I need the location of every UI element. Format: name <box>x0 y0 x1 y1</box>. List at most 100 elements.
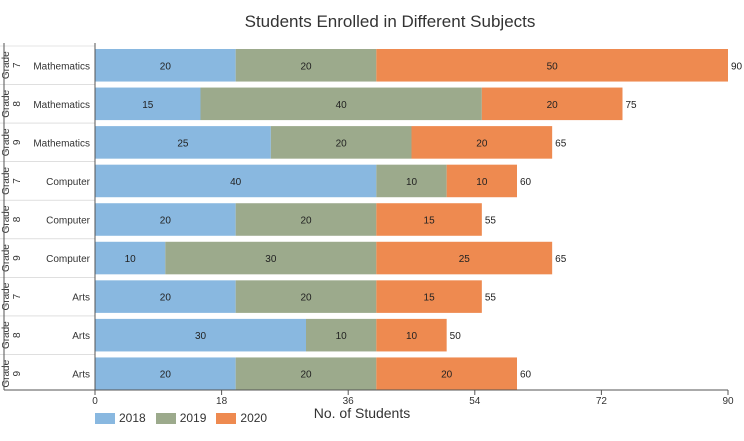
total-value-label: 55 <box>485 216 497 227</box>
segment-value-label: 10 <box>125 254 137 265</box>
total-value-label: 60 <box>520 177 532 188</box>
bar-segment-2020 <box>376 357 517 390</box>
bar-segment-2020 <box>376 241 553 275</box>
bar-segment-2019 <box>165 241 377 275</box>
bar-segment-2020 <box>376 280 482 313</box>
bar-segment-2018 <box>95 357 236 390</box>
y-category-label: Computer <box>46 216 91 227</box>
total-value-label: 90 <box>731 61 743 72</box>
y-category-label: Arts <box>72 370 90 381</box>
x-axis-title: No. of Students <box>313 405 411 421</box>
y-group-label: Grade8 <box>1 321 23 349</box>
y-group-label: Grade8 <box>1 90 23 118</box>
legend-swatch <box>95 412 115 424</box>
total-value-label: 65 <box>555 254 567 265</box>
y-category-label: Mathematics <box>33 61 90 72</box>
y-group-label: Grade9 <box>1 359 23 387</box>
bar-segment-2019 <box>235 280 377 313</box>
total-value-label: 50 <box>450 331 462 342</box>
bar-segment-2018 <box>95 164 377 198</box>
bar-segment-2019 <box>235 357 377 390</box>
x-tick-label: 18 <box>216 396 228 407</box>
bar-segment-2020 <box>376 203 482 236</box>
segment-value-label: 25 <box>177 138 189 149</box>
bar-segment-2019 <box>270 126 412 159</box>
bar-segment-2018 <box>95 318 306 352</box>
segment-value-label: 10 <box>406 177 418 188</box>
legend-item-2019[interactable]: 2019 <box>155 411 207 425</box>
segment-value-label: 20 <box>441 370 453 381</box>
x-tick-label: 0 <box>92 396 98 407</box>
segment-value-label: 20 <box>300 61 312 72</box>
x-tick-label: 72 <box>596 396 608 407</box>
y-category-label: Arts <box>72 293 90 304</box>
segment-value-label: 10 <box>476 177 488 188</box>
total-value-label: 65 <box>555 138 567 149</box>
y-category-label: Computer <box>46 177 91 188</box>
x-tick-label: 36 <box>343 396 355 407</box>
y-group-label: Grade8 <box>1 205 23 233</box>
segment-value-label: 30 <box>265 254 277 265</box>
legend-item-2018[interactable]: 2018 <box>95 411 146 425</box>
bar-segment-2018 <box>95 203 236 236</box>
segment-value-label: 15 <box>424 293 436 304</box>
legend-swatch <box>155 412 176 424</box>
segment-value-label: 50 <box>547 61 559 72</box>
x-tick-label: 54 <box>469 396 481 407</box>
bar-segment-2020 <box>481 87 623 121</box>
segment-value-label: 20 <box>476 138 488 149</box>
segment-value-label: 40 <box>336 100 348 111</box>
bar-segment-2019 <box>235 49 377 82</box>
bar-segment-2019 <box>200 87 482 121</box>
legend-item-2020[interactable]: 2020 <box>216 411 267 425</box>
segment-value-label: 20 <box>300 293 312 304</box>
bar-segment-2018 <box>95 126 271 159</box>
y-group-label: Grade9 <box>1 244 23 272</box>
segment-value-label: 40 <box>230 177 242 188</box>
y-category-label: Mathematics <box>33 138 90 149</box>
segment-value-label: 20 <box>300 216 312 227</box>
segment-value-label: 20 <box>547 100 559 111</box>
segment-value-label: 15 <box>142 100 154 111</box>
legend-label: 2018 <box>119 411 146 425</box>
y-group-label: Grade7 <box>1 282 23 310</box>
y-group-label: Grade9 <box>1 128 23 156</box>
segment-value-label: 30 <box>195 331 207 342</box>
bar-segment-2018 <box>95 280 236 313</box>
legend-label: 2019 <box>179 411 207 425</box>
bar-segment-2018 <box>95 241 166 275</box>
segment-value-label: 20 <box>300 370 312 381</box>
bar-segment-2020 <box>376 49 728 82</box>
y-category-label: Computer <box>46 254 91 265</box>
bar-segment-2020 <box>411 126 553 159</box>
bar-segment-2019 <box>376 164 447 198</box>
bar-segment-2019 <box>306 318 377 352</box>
total-value-label: 60 <box>520 370 532 381</box>
y-group-label: Grade7 <box>1 51 23 79</box>
segment-value-label: 10 <box>336 331 348 342</box>
segment-value-label: 20 <box>336 138 348 149</box>
legend-label: 2020 <box>240 411 268 425</box>
bar-segment-2019 <box>235 203 377 236</box>
segment-value-label: 20 <box>160 293 172 304</box>
total-value-label: 55 <box>485 293 497 304</box>
total-value-label: 75 <box>626 100 638 111</box>
bar-segment-2020 <box>376 318 447 352</box>
x-tick-label: 90 <box>722 396 734 407</box>
legend: 2018 2019 2020 <box>95 410 277 426</box>
y-category-label: Arts <box>72 331 90 342</box>
segment-value-label: 25 <box>459 254 471 265</box>
segment-value-label: 20 <box>160 216 172 227</box>
chart-title: Students Enrolled in Different Subjects <box>244 12 536 31</box>
y-group-label: Grade7 <box>1 167 23 195</box>
legend-swatch <box>216 412 237 424</box>
segment-value-label: 10 <box>406 331 418 342</box>
segment-value-label: 20 <box>160 61 172 72</box>
segment-value-label: 20 <box>160 370 172 381</box>
y-category-label: Mathematics <box>33 100 90 111</box>
bar-segment-2020 <box>446 164 517 198</box>
bar-segment-2018 <box>95 87 201 121</box>
bar-segment-2018 <box>95 49 236 82</box>
